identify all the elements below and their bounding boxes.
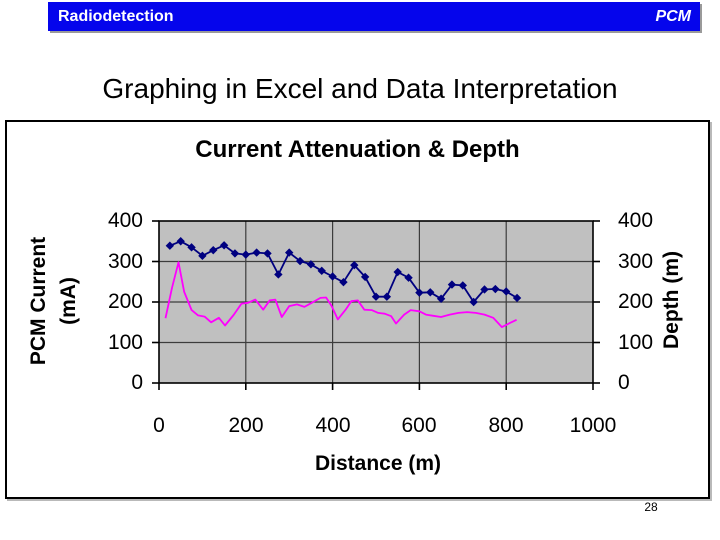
x-axis-tick-label: 400 [315,414,351,437]
chart-title: Current Attenuation & Depth [195,136,520,163]
y-axis-right-title: Depth (m) [660,251,683,349]
diamond-marker [252,248,261,257]
diamond-marker [274,270,283,279]
y-axis-right-tick-label: 200 [618,290,654,313]
diamond-marker [491,284,500,294]
diamond-marker [187,243,196,252]
x-axis-tick-label: 0 [153,414,165,437]
y-axis-left-tick-label: 200 [107,290,143,313]
header-bar: Radiodetection PCM [48,2,700,31]
y-axis-right-tick-label: 0 [618,371,630,394]
diamond-marker [382,292,392,301]
diamond-marker [447,280,457,289]
series-line-depth [164,261,517,329]
x-axis-tick-label: 200 [228,414,264,437]
diamond-marker [209,245,218,255]
diamond-marker [165,241,175,250]
y-axis-left-tick-label: 0 [131,371,143,394]
x-axis-tick-label: 1000 [569,414,617,437]
slide-title: Graphing in Excel and Data Interpretatio… [102,73,618,104]
diamond-marker [458,281,467,290]
y-axis-left-tick-label: 300 [107,249,143,273]
diamond-marker [469,297,478,307]
diamond-marker [512,293,522,303]
diamond-marker [360,272,370,282]
diamond-marker [198,251,207,261]
chart-area: Current Attenuation & Depth 400 300 200 … [7,122,708,497]
diamond-marker [317,266,326,276]
diamond-marker [285,248,294,257]
x-axis-title: Distance (m) [314,452,442,475]
diamond-marker [371,292,381,301]
y-axis-right-tick-label: 400 [618,209,654,232]
chart-frame: Current Attenuation & Depth 400 300 200 … [5,120,710,499]
page-number: 28 [644,500,658,514]
diamond-marker [404,273,413,282]
header-product: PCM [655,7,691,25]
diamond-marker [306,260,316,269]
y-axis-right-tick-label: 300 [618,249,654,273]
diamond-marker [230,249,240,258]
y-axis-left-tick-label: 400 [107,209,143,232]
diamond-marker [350,260,359,270]
diamond-marker [480,285,489,294]
plot-border [158,220,594,384]
diamond-marker [436,294,446,303]
diamond-marker [415,288,424,297]
y-axis-left-tick-label: 100 [107,330,143,354]
diamond-marker [241,250,250,259]
x-axis-tick-label: 800 [488,414,524,437]
header-brand: Radiodetection [58,7,174,25]
diamond-marker [328,272,337,281]
diamond-marker [219,241,229,250]
diamond-marker [176,237,185,246]
y-axis-left-title-line1: PCM Current [27,236,50,366]
attenuation-depth-chart [152,220,600,390]
y-axis-left-title: PCM Current (mA) [24,196,84,406]
y-axis-right-tick-label: 100 [618,330,654,354]
y-axis-left-title-line2: (mA) [57,277,80,325]
x-axis-tick-label: 600 [401,414,437,437]
diamond-marker [263,249,272,258]
